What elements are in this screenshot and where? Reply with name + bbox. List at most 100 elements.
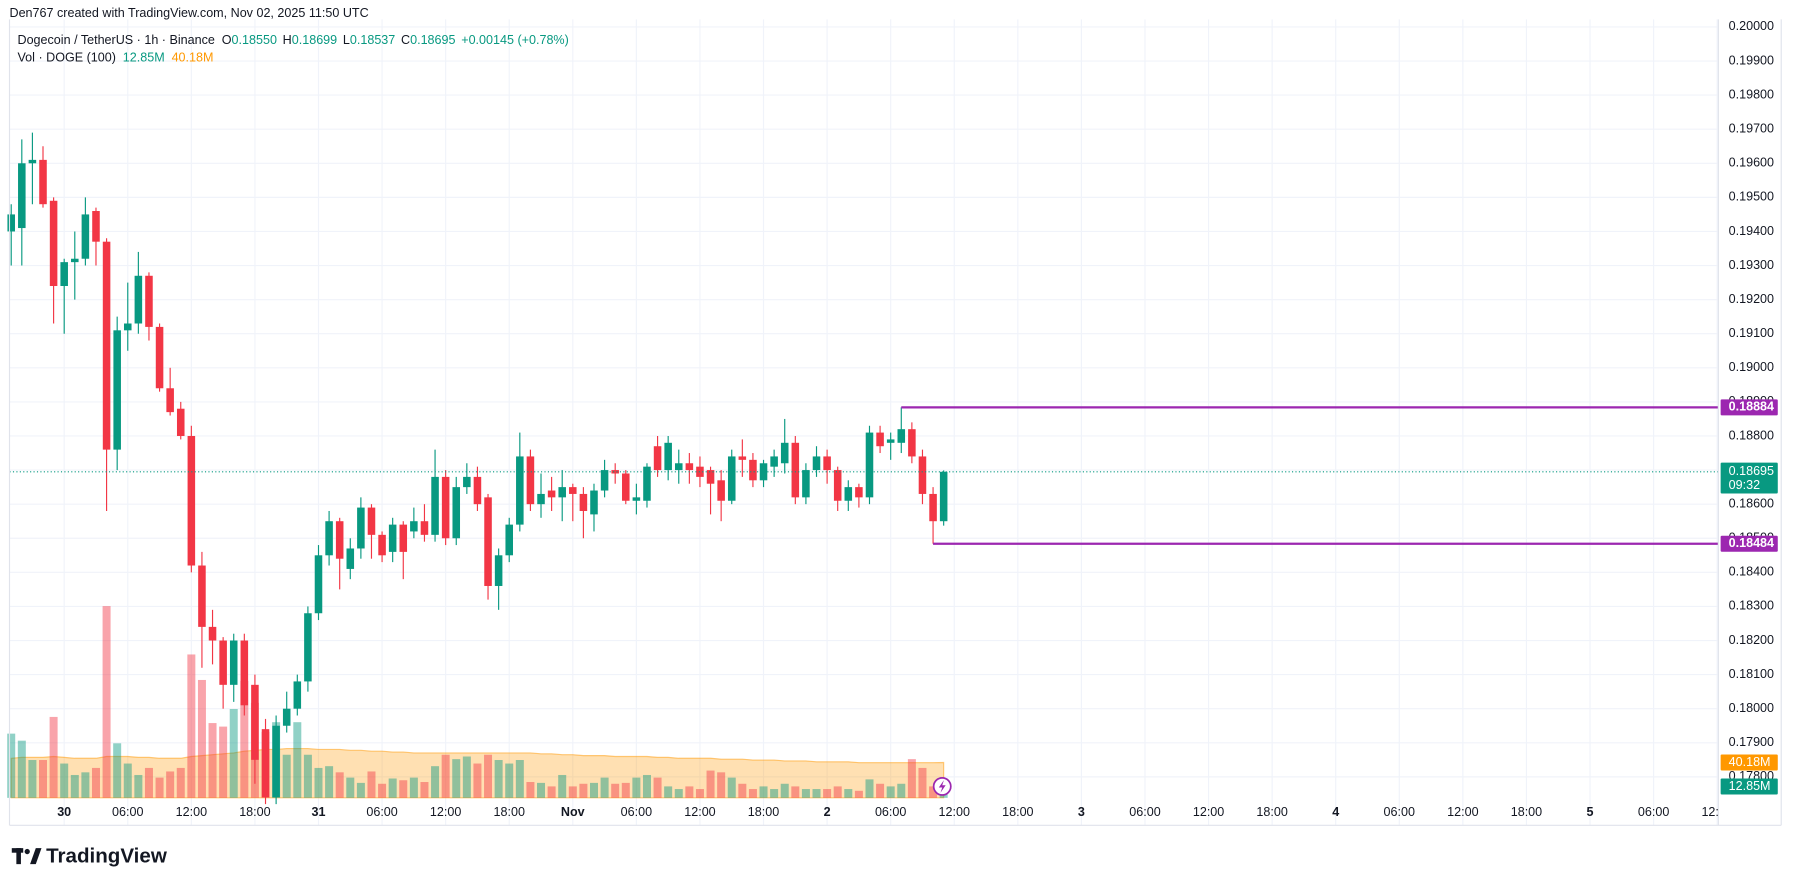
candle-body: [134, 275, 143, 324]
candle-body: [49, 200, 58, 287]
legend-text: 0.18537: [350, 33, 395, 47]
x-tick-label: 4: [1332, 805, 1339, 819]
candle-body: [738, 456, 747, 460]
level-tag: [1720, 535, 1778, 552]
volume-bar: [356, 782, 365, 798]
candle-body: [60, 262, 68, 287]
y-tick-label: 0.20000: [1729, 19, 1774, 33]
volume-bar: [632, 777, 641, 798]
volume-bar: [695, 789, 704, 798]
volume-bar: [876, 783, 885, 798]
candle-body: [314, 555, 323, 614]
y-tick-label: 0.18300: [1729, 599, 1774, 613]
x-tick-label: 18:00: [494, 805, 525, 819]
volume-bar: [49, 716, 58, 798]
candle-body: [643, 466, 651, 501]
volume-bar: [197, 679, 206, 798]
candle-body: [367, 507, 376, 535]
candle-body: [558, 487, 566, 498]
y-tick-label: 0.19900: [1729, 53, 1774, 67]
volume-bar: [70, 774, 79, 798]
candle-body: [113, 330, 121, 450]
volume-bar: [558, 774, 567, 798]
x-tick-label: 18:00: [1002, 805, 1033, 819]
volume-bar: [367, 771, 376, 798]
volume-bar: [134, 774, 143, 798]
alert-icon[interactable]: [932, 776, 952, 796]
legend-text: 12.85M: [123, 51, 165, 65]
candle-body: [664, 442, 672, 471]
volume-bar: [685, 786, 694, 798]
y-tick-label: 0.19500: [1729, 190, 1774, 204]
volume-bar: [854, 790, 863, 798]
candle-body: [272, 725, 280, 798]
volume-bar: [346, 777, 355, 798]
volume-bar: [293, 722, 302, 798]
y-tick-label: 0.19300: [1729, 258, 1774, 272]
candle-body: [770, 456, 778, 467]
candle-body: [685, 463, 694, 471]
candle-body: [494, 555, 503, 586]
candle-body: [505, 524, 513, 556]
candle-body: [145, 275, 153, 327]
candle-body: [484, 497, 492, 586]
candle-body: [219, 640, 227, 685]
volume-bar: [801, 789, 810, 798]
x-tick-label: 3: [1078, 805, 1085, 819]
legend: Dogecoin / TetherUS · 1h · Binance O0.185…: [18, 33, 569, 47]
volume-bar: [462, 756, 471, 798]
x-tick-label: 12:00: [430, 805, 461, 819]
x-tick-label: 06:00: [1384, 805, 1415, 819]
candle-body: [833, 470, 842, 501]
x-tick-label: 06:00: [1638, 805, 1669, 819]
brand: TradingView: [46, 845, 168, 868]
volume-bar: [176, 767, 185, 798]
axes: 0.178000.179000.180000.181000.182000.183…: [57, 19, 1774, 819]
candle-body: [844, 487, 853, 501]
y-tick-label: 0.19600: [1729, 156, 1774, 170]
candle-body: [71, 258, 79, 263]
legend-text: +0.00145 (+0.78%): [461, 33, 569, 47]
candle-body: [547, 490, 556, 498]
volume-bar: [589, 782, 598, 798]
candle-body: [526, 456, 535, 505]
candle-body: [293, 681, 302, 709]
volume-bar: [240, 680, 249, 798]
volume-bar: [155, 777, 164, 798]
volume-bar: [123, 763, 132, 798]
volume-bar: [144, 767, 153, 798]
candle-body: [823, 456, 831, 471]
volume-bar: [600, 777, 609, 798]
candle-body: [897, 429, 906, 443]
x-tick-label: 06:00: [875, 805, 906, 819]
volume-bar: [303, 754, 312, 798]
x-tick-label: 18:00: [1256, 805, 1287, 819]
volume-bar: [208, 723, 217, 798]
candle-body: [590, 490, 598, 515]
candle-body: [516, 456, 524, 525]
volume-bar: [113, 743, 122, 798]
volume-bar: [537, 782, 546, 798]
volume-bar: [229, 708, 238, 798]
candle-body: [431, 476, 439, 535]
volume-bar: [187, 654, 196, 798]
candle-body: [335, 521, 344, 559]
volume-bar: [568, 786, 577, 798]
volume-bar: [325, 766, 334, 798]
volume-bar: [7, 733, 16, 798]
volume-bar: [664, 786, 673, 798]
x-tick-label: 12:00: [1701, 805, 1732, 819]
volume-bar: [28, 760, 37, 798]
x-tick-label: 18:00: [239, 805, 270, 819]
volume-bar: [759, 786, 768, 798]
candle-body: [759, 463, 768, 481]
volume-bar: [515, 760, 524, 798]
candle-body: [674, 463, 683, 471]
volume-tag-label: 40.18M: [1729, 755, 1771, 769]
volume-bar: [420, 782, 429, 798]
candle-body: [208, 626, 217, 641]
volume-bar: [547, 786, 556, 798]
volume-bar: [81, 772, 90, 798]
